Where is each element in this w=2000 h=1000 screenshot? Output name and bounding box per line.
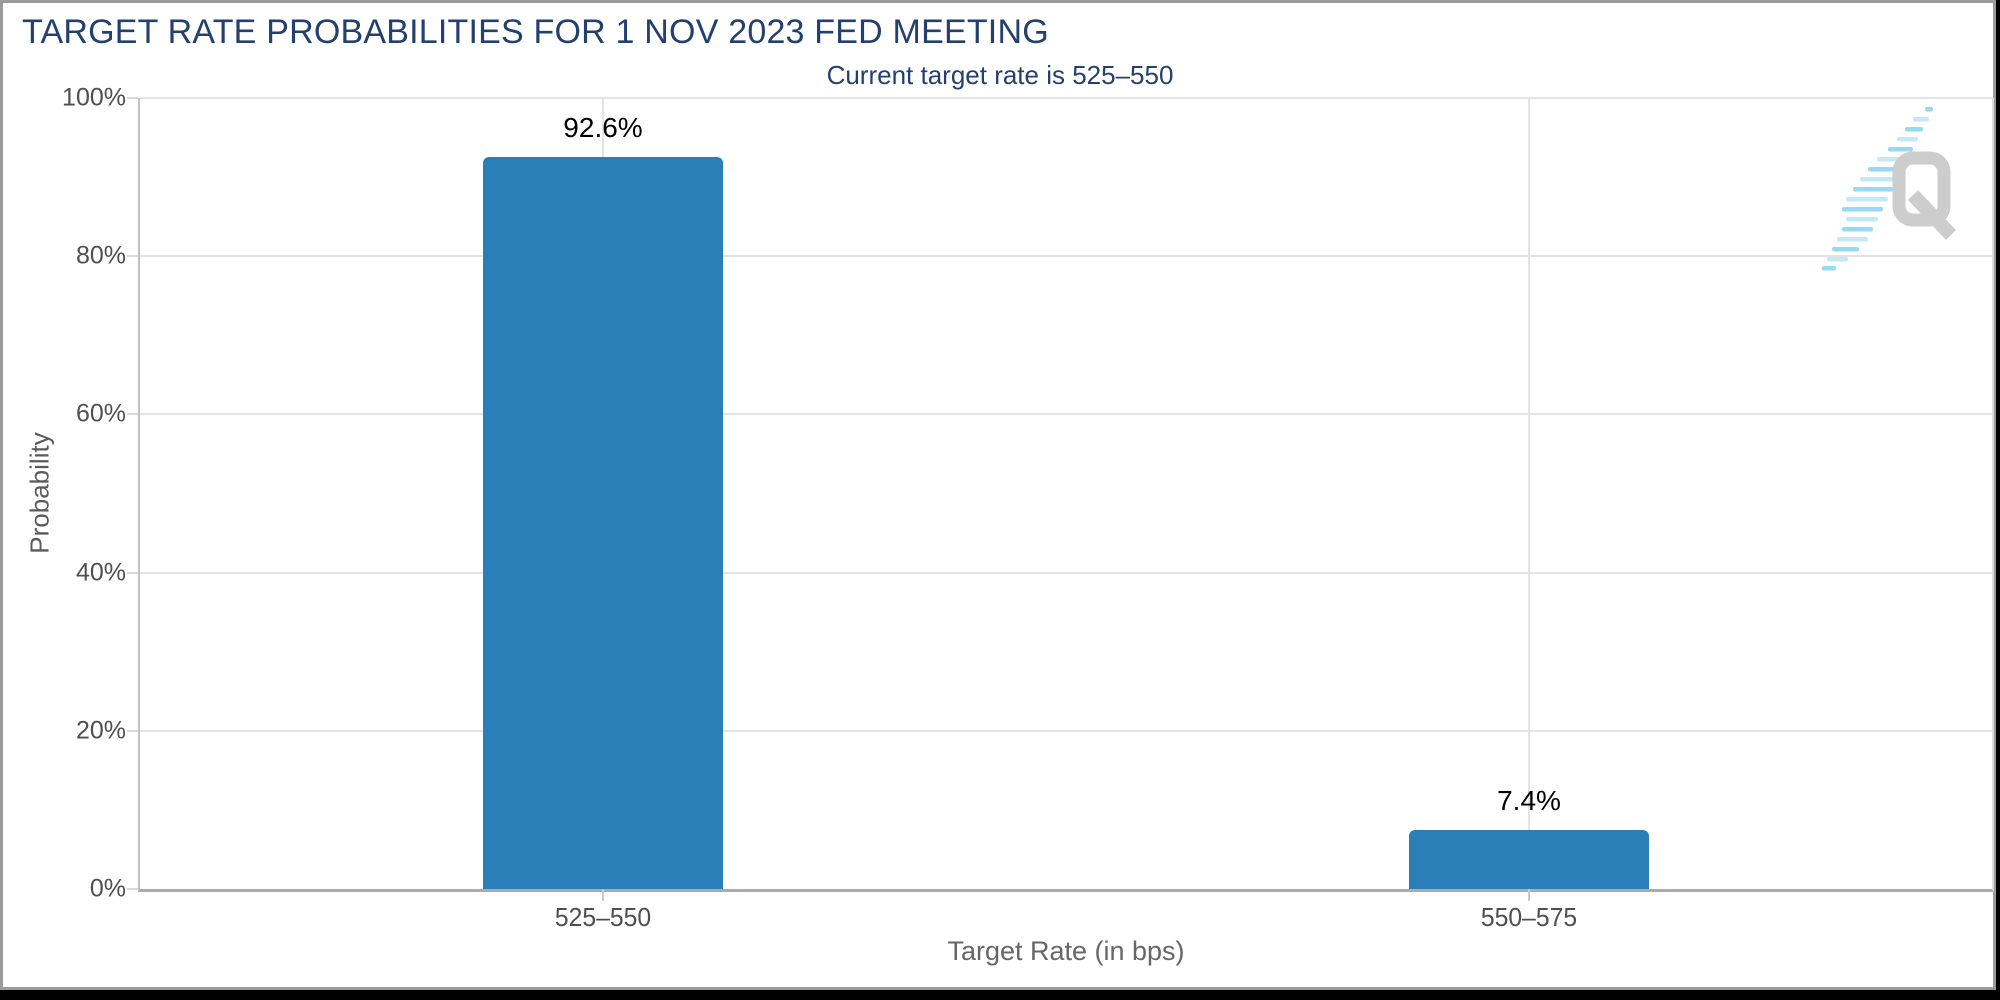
- y-axis-tick-label: 0%: [89, 874, 126, 903]
- logo-graphic: [1822, 107, 1957, 271]
- x-gridline: [1528, 98, 1530, 889]
- y-axis-tick-label: 40%: [75, 558, 126, 587]
- bar-2[interactable]: [1409, 830, 1649, 889]
- x-axis-tick-label: 525–550: [554, 902, 652, 932]
- y-axis-tick: [127, 255, 138, 258]
- bar-value-label: 7.4%: [1497, 785, 1561, 817]
- y-axis-tick: [127, 97, 138, 99]
- y-axis-title: Probability: [24, 432, 55, 554]
- plot-area: 0% 20% 40% 60% 80% 100% 92.6% 525–550 7.4% 550–57…: [62, 84, 1994, 932]
- x-axis-tick-label: 550–575: [1480, 902, 1578, 932]
- quikstrike-watermark-logo: [1785, 95, 1995, 285]
- y-axis-tick-label: 80%: [75, 241, 126, 270]
- y-axis-tick: [127, 571, 138, 574]
- logo-q-letter: [1892, 151, 1957, 240]
- y-gridline: [140, 255, 1992, 258]
- y-gridline: [140, 729, 1992, 732]
- y-gridline: [140, 97, 1992, 99]
- chart-subtitle: Current target rate is 525–550: [826, 60, 1174, 90]
- bar-1[interactable]: [483, 156, 723, 889]
- y-axis-tick-label: 100%: [62, 83, 126, 112]
- y-axis-tick-label: 20%: [75, 716, 126, 745]
- x-axis-title: Target Rate (in bps): [947, 936, 1185, 966]
- bar-value-label: 92.6%: [563, 111, 643, 143]
- y-axis-tick: [127, 413, 138, 416]
- y-gridline: [140, 413, 1992, 416]
- y-gridline: [140, 571, 1992, 574]
- chart-title: TARGET RATE PROBABILITIES FOR 1 NOV 2023…: [22, 13, 1049, 51]
- y-axis-tick-label: 60%: [75, 399, 126, 428]
- x-axis-tick: [602, 889, 604, 901]
- logo-swoosh-dashes: [1822, 107, 1933, 271]
- x-axis-tick: [1528, 889, 1530, 901]
- y-axis-tick: [127, 729, 138, 732]
- y-axis-tick: [127, 888, 138, 890]
